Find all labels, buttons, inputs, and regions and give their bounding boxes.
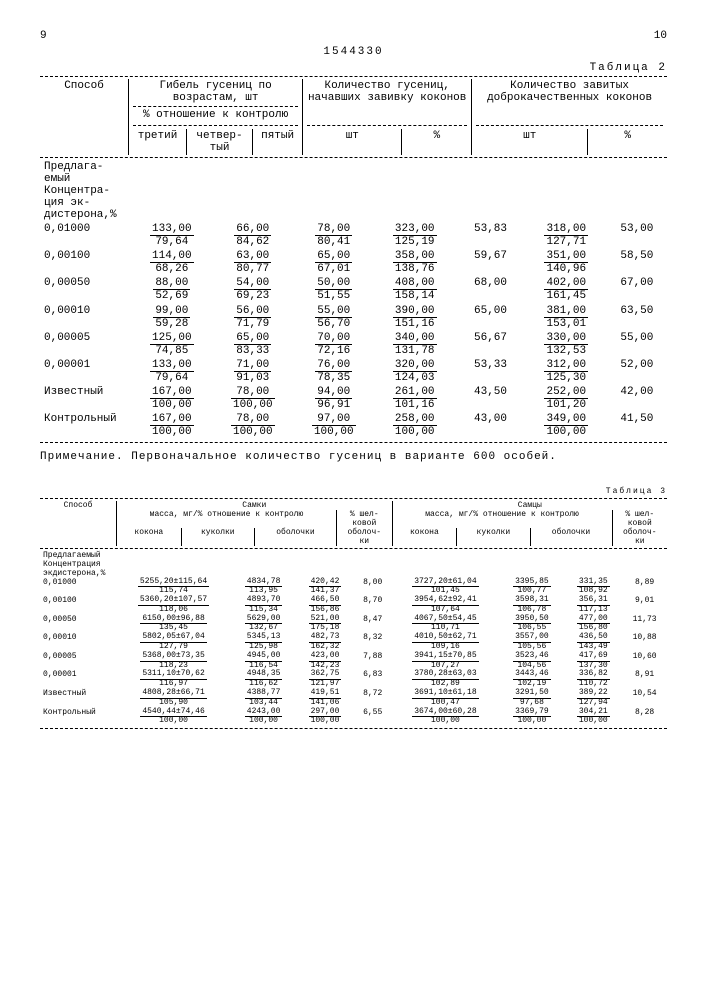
hdr-chetv: четвер- тый xyxy=(187,129,253,155)
hdr-otnosh: % отношение к контролю xyxy=(143,109,288,121)
t3-group-label: Предлагаемый Концентрация экдистерона,% xyxy=(40,551,667,578)
table-row: 0,00005125,0074,8565,0083,3370,0072,1634… xyxy=(40,331,667,358)
t3-fk: кокона xyxy=(117,528,182,546)
t3-samki: Самки xyxy=(117,501,393,510)
table-row: 0,000055368,00±73,35118,234945,00116,544… xyxy=(40,652,667,671)
table-row: 0,000015311,10±70,62116,974948,35116,623… xyxy=(40,670,667,689)
table-row: 0,00100114,0068,2663,0080,7765,0067,0135… xyxy=(40,249,667,276)
table3-body: Предлагаемый Концентрация экдистерона,% … xyxy=(40,551,667,727)
t3-fo: оболочки xyxy=(254,528,336,546)
hdr-gibel: Гибель гусениц по возрастам, шт % отноше… xyxy=(129,79,303,122)
hdr-sht1: шт xyxy=(303,129,402,155)
table2-label: Таблица 2 xyxy=(40,62,667,74)
hdr-sht2: шт xyxy=(472,129,588,155)
table-row: Контрольный4540,44±74,46100,004243,00100… xyxy=(40,708,667,727)
page-left: 9 xyxy=(40,30,47,42)
hdr-nach: Количество гусениц, начавших завивку кок… xyxy=(303,79,472,122)
page-right: 10 xyxy=(654,30,667,42)
t3-mk: кокона xyxy=(392,528,457,546)
hdr-tret: третий xyxy=(129,129,187,155)
hdr-gibel-txt: Гибель гусениц по возрастам, шт xyxy=(159,80,271,104)
table2-body: Предлага- емый Концентра- ция эк- дистер… xyxy=(40,160,667,440)
table2-note: Примечание. Первоначальное количество гу… xyxy=(40,451,667,463)
table3-label: Таблица 3 xyxy=(40,487,667,496)
table-row: Известный167,00100,0078,00100,0094,0096,… xyxy=(40,385,667,412)
table-row: 0,0001099,0059,2856,0071,7955,0056,70390… xyxy=(40,304,667,331)
table3: Способ Самки Самцы масса, мг/% отношение… xyxy=(40,501,667,546)
t3-massa-m: масса, мг/% отношение к контролю xyxy=(392,510,612,528)
t3-fp: куколки xyxy=(181,528,254,546)
table-row: 0,001005360,20±107,57118,064893,70115,34… xyxy=(40,596,667,615)
hdr-pct2: % xyxy=(588,129,667,155)
table-row: 0,0005088,0052,6954,0069,2350,0051,55408… xyxy=(40,276,667,303)
group-label: Предлага- емый Концентра- ция эк- дистер… xyxy=(40,160,667,222)
table-row: Известный4808,28±66,71105,904388,77103,4… xyxy=(40,689,667,708)
hdr-sposob: Способ xyxy=(40,79,129,155)
doc-number: 1544330 xyxy=(40,46,667,58)
table-row: 0,00001133,0079,6471,0091,0376,0078,3532… xyxy=(40,358,667,385)
table-row: Контрольный167,00100,0078,00100,0097,001… xyxy=(40,412,667,439)
t3-sposob: Способ xyxy=(40,501,117,546)
hdr-pyat: пятый xyxy=(253,129,303,155)
t3-mo: оболочки xyxy=(530,528,612,546)
divider xyxy=(40,76,667,77)
t3-samcy: Самцы xyxy=(392,501,667,510)
hdr-pct1: % xyxy=(402,129,472,155)
table-row: 0,01000133,0079,6466,0084,6278,0080,4132… xyxy=(40,222,667,249)
table-row: 0,000105802,05±67,04127,795345,13125,984… xyxy=(40,633,667,652)
t3-shelk-f: % шел- ковой оболоч- ки xyxy=(336,510,392,546)
t3-massa-f: масса, мг/% отношение к контролю xyxy=(117,510,337,528)
table-row: 0,010005255,20±115,64115,744834,78113,95… xyxy=(40,578,667,597)
t3-mp: куколки xyxy=(457,528,530,546)
table-row: 0,000506150,00±96,88135,455629,00132,675… xyxy=(40,615,667,634)
hdr-zav: Количество завитых доброкачественных кок… xyxy=(472,79,667,122)
t3-shelk-m: % шел- ковой оболоч- ки xyxy=(612,510,667,546)
table2: Способ Гибель гусениц по возрастам, шт %… xyxy=(40,79,667,155)
